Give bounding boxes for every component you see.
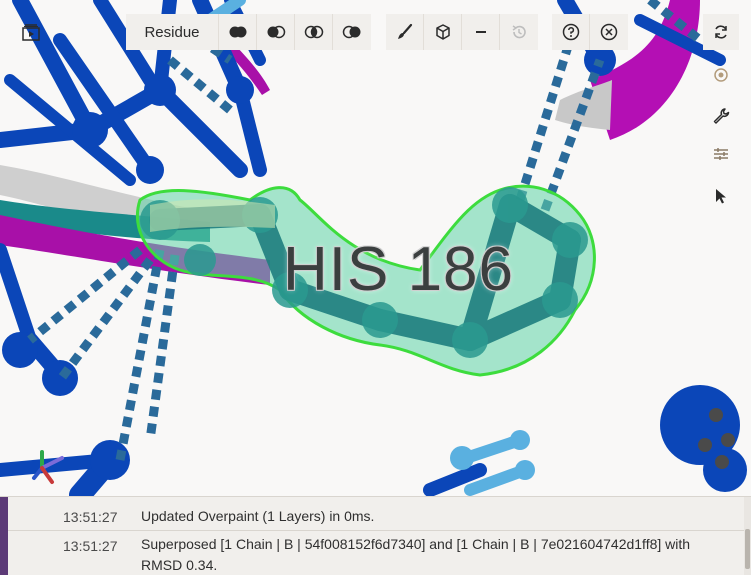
residue-label: HIS 186	[283, 235, 515, 304]
brush-icon	[397, 23, 412, 39]
log-entry: 13:51:27 Updated Overpaint (1 Layers) in…	[0, 497, 745, 531]
brush-button[interactable]	[386, 14, 424, 50]
log-message: Superposed [1 Chain | B | 54f008152f6d73…	[141, 536, 691, 573]
history-button[interactable]	[500, 14, 538, 50]
cube-icon	[435, 24, 450, 40]
reset-view-icon	[715, 25, 727, 39]
panel-icon	[22, 24, 40, 41]
minus-icon	[475, 31, 486, 33]
close-button[interactable]	[590, 14, 628, 50]
subtract-icon	[267, 25, 285, 39]
settings-button[interactable]	[703, 98, 739, 134]
screenshot-icon	[714, 68, 728, 82]
help-button[interactable]	[552, 14, 590, 50]
toggle-panel-button[interactable]	[13, 14, 49, 50]
log-message: Updated Overpaint (1 Layers) in 0ms.	[141, 508, 375, 524]
log-panel: 13:51:27 Updated Overpaint (1 Layers) in…	[0, 496, 751, 575]
union-icon	[229, 26, 246, 38]
log-entry-marker	[0, 497, 8, 530]
select-mode-button[interactable]	[703, 178, 739, 214]
blue-atoms	[2, 44, 747, 492]
set-difference-icon	[342, 25, 361, 39]
selection-mode-button[interactable]: Residue	[126, 14, 219, 50]
intersect-icon	[304, 25, 323, 39]
ribbon-magenta-top	[225, 40, 270, 95]
cube-button[interactable]	[424, 14, 462, 50]
sliders-icon	[714, 148, 728, 160]
3d-viewport[interactable]: HIS 186 Residue	[0, 0, 751, 496]
subtract-button[interactable]	[257, 14, 295, 50]
minus-button[interactable]	[462, 14, 500, 50]
wrench-icon	[713, 108, 730, 124]
union-button[interactable]	[219, 14, 257, 50]
his-186-residue	[135, 184, 596, 377]
close-icon	[600, 23, 618, 41]
log-time: 13:51:27	[63, 509, 118, 525]
intersect-button[interactable]	[295, 14, 333, 50]
axes-indicator	[32, 450, 64, 484]
log-entry-marker	[0, 530, 8, 575]
help-icon	[562, 23, 579, 41]
log-scrollbar-thumb[interactable]	[745, 529, 750, 569]
pointer-icon	[716, 189, 726, 204]
screenshot-button[interactable]	[703, 56, 739, 92]
controls-button[interactable]	[703, 136, 739, 172]
log-scrollbar[interactable]	[744, 497, 751, 575]
dark-atoms	[698, 408, 735, 469]
selection-mode-label: Residue	[144, 23, 200, 41]
set-difference-button[interactable]	[333, 14, 371, 50]
history-icon	[512, 25, 526, 39]
log-entry: 13:51:27 Superposed [1 Chain | B | 54f00…	[0, 530, 745, 575]
log-time: 13:51:27	[63, 538, 118, 554]
reset-view-button[interactable]	[703, 14, 739, 50]
